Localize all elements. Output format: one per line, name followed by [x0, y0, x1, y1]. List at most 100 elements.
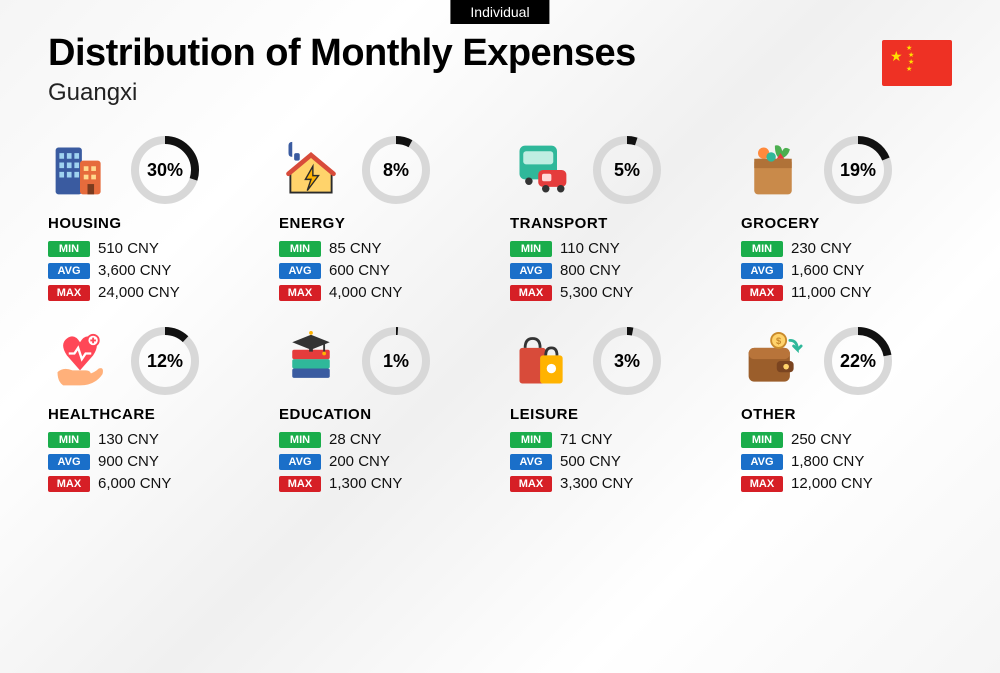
stat-avg: AVG 3,600 CNY: [48, 262, 259, 279]
max-value: 12,000 CNY: [791, 475, 873, 492]
avg-badge: AVG: [279, 263, 321, 279]
min-badge: MIN: [279, 432, 321, 448]
category-label: EDUCATION: [279, 406, 490, 423]
category-label: TRANSPORT: [510, 215, 721, 232]
stat-max: MAX 6,000 CNY: [48, 475, 259, 492]
avg-badge: AVG: [48, 263, 90, 279]
category-card-healthcare: 12% HEALTHCARE MIN 130 CNY AVG 900 CNY M…: [48, 326, 259, 497]
avg-value: 200 CNY: [329, 453, 390, 470]
max-badge: MAX: [741, 476, 783, 492]
avg-value: 1,600 CNY: [791, 262, 864, 279]
avg-badge: AVG: [510, 454, 552, 470]
avg-badge: AVG: [741, 454, 783, 470]
stat-max: MAX 12,000 CNY: [741, 475, 952, 492]
avg-value: 800 CNY: [560, 262, 621, 279]
stat-max: MAX 3,300 CNY: [510, 475, 721, 492]
percent-donut: 12%: [130, 326, 200, 396]
min-value: 28 CNY: [329, 431, 382, 448]
min-value: 230 CNY: [791, 240, 852, 257]
percent-value: 12%: [130, 326, 200, 396]
max-value: 3,300 CNY: [560, 475, 633, 492]
stat-max: MAX 1,300 CNY: [279, 475, 490, 492]
bus-car-icon: [510, 138, 574, 202]
percent-donut: 5%: [592, 135, 662, 205]
stat-max: MAX 4,000 CNY: [279, 284, 490, 301]
min-badge: MIN: [510, 241, 552, 257]
stat-avg: AVG 800 CNY: [510, 262, 721, 279]
category-label: OTHER: [741, 406, 952, 423]
category-label: GROCERY: [741, 215, 952, 232]
min-value: 250 CNY: [791, 431, 852, 448]
category-card-grocery: 19% GROCERY MIN 230 CNY AVG 1,600 CNY MA…: [741, 135, 952, 306]
max-badge: MAX: [510, 476, 552, 492]
min-value: 510 CNY: [98, 240, 159, 257]
stat-min: MIN 130 CNY: [48, 431, 259, 448]
category-card-leisure: 3% LEISURE MIN 71 CNY AVG 500 CNY MAX 3,…: [510, 326, 721, 497]
category-card-housing: 30% HOUSING MIN 510 CNY AVG 3,600 CNY MA…: [48, 135, 259, 306]
avg-value: 3,600 CNY: [98, 262, 171, 279]
category-card-other: $ 22% OTHER MIN 250 CNY AVG 1,800 CNY MA…: [741, 326, 952, 497]
stat-max: MAX 11,000 CNY: [741, 284, 952, 301]
percent-donut: 19%: [823, 135, 893, 205]
stat-max: MAX 24,000 CNY: [48, 284, 259, 301]
max-badge: MAX: [279, 476, 321, 492]
max-badge: MAX: [48, 285, 90, 301]
page-title: Distribution of Monthly Expenses: [48, 32, 952, 75]
stat-avg: AVG 600 CNY: [279, 262, 490, 279]
percent-value: 30%: [130, 135, 200, 205]
stat-min: MIN 85 CNY: [279, 240, 490, 257]
category-card-transport: 5% TRANSPORT MIN 110 CNY AVG 800 CNY MAX…: [510, 135, 721, 306]
min-badge: MIN: [741, 241, 783, 257]
max-value: 1,300 CNY: [329, 475, 402, 492]
stat-min: MIN 230 CNY: [741, 240, 952, 257]
stat-avg: AVG 1,600 CNY: [741, 262, 952, 279]
category-label: HOUSING: [48, 215, 259, 232]
avg-badge: AVG: [48, 454, 90, 470]
category-label: LEISURE: [510, 406, 721, 423]
min-value: 110 CNY: [560, 240, 620, 257]
avg-badge: AVG: [741, 263, 783, 279]
max-badge: MAX: [510, 285, 552, 301]
category-label: ENERGY: [279, 215, 490, 232]
grad-books-icon: [279, 329, 343, 393]
percent-value: 8%: [361, 135, 431, 205]
stat-avg: AVG 500 CNY: [510, 453, 721, 470]
region-subtitle: Guangxi: [48, 79, 952, 107]
percent-donut: 1%: [361, 326, 431, 396]
max-value: 5,300 CNY: [560, 284, 633, 301]
min-value: 71 CNY: [560, 431, 613, 448]
avg-value: 900 CNY: [98, 453, 159, 470]
shopping-bags-icon: [510, 329, 574, 393]
category-card-education: 1% EDUCATION MIN 28 CNY AVG 200 CNY MAX …: [279, 326, 490, 497]
max-badge: MAX: [741, 285, 783, 301]
wallet-icon: $: [741, 329, 805, 393]
stat-min: MIN 510 CNY: [48, 240, 259, 257]
percent-value: 5%: [592, 135, 662, 205]
min-value: 130 CNY: [98, 431, 159, 448]
percent-donut: 8%: [361, 135, 431, 205]
avg-value: 600 CNY: [329, 262, 390, 279]
min-value: 85 CNY: [329, 240, 382, 257]
stat-min: MIN 250 CNY: [741, 431, 952, 448]
max-value: 24,000 CNY: [98, 284, 180, 301]
max-value: 4,000 CNY: [329, 284, 402, 301]
header: Distribution of Monthly Expenses Guangxi…: [0, 0, 1000, 115]
min-badge: MIN: [741, 432, 783, 448]
avg-value: 500 CNY: [560, 453, 621, 470]
category-card-energy: 8% ENERGY MIN 85 CNY AVG 600 CNY MAX 4,0…: [279, 135, 490, 306]
min-badge: MIN: [510, 432, 552, 448]
max-badge: MAX: [279, 285, 321, 301]
house-bolt-icon: [279, 138, 343, 202]
stat-min: MIN 110 CNY: [510, 240, 721, 257]
max-value: 11,000 CNY: [791, 284, 872, 301]
percent-value: 1%: [361, 326, 431, 396]
min-badge: MIN: [48, 241, 90, 257]
flag-icon: ★ ★ ★ ★★: [882, 40, 952, 86]
min-badge: MIN: [48, 432, 90, 448]
heart-hand-icon: [48, 329, 112, 393]
percent-donut: 22%: [823, 326, 893, 396]
stat-avg: AVG 900 CNY: [48, 453, 259, 470]
category-label: HEALTHCARE: [48, 406, 259, 423]
svg-text:$: $: [776, 336, 782, 346]
buildings-icon: [48, 138, 112, 202]
